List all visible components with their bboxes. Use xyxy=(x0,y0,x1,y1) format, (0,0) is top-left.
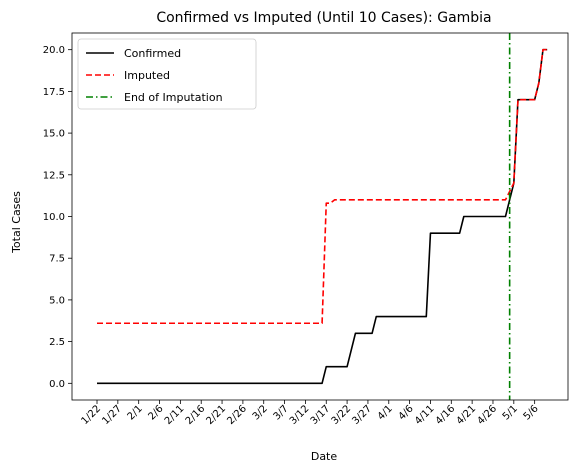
y-tick-label: 20.0 xyxy=(43,45,65,56)
y-tick-label: 15.0 xyxy=(43,129,65,140)
series-line-confirmed xyxy=(97,48,548,385)
y-tick-label: 5.0 xyxy=(49,295,65,306)
y-axis: 0.0 2.5 5.0 7.5 10.0 12.5 15.0 17.5 20.0 xyxy=(43,45,72,390)
legend-box xyxy=(77,38,257,110)
y-axis-title: Total Cases xyxy=(10,191,23,254)
y-tick-label: 0.0 xyxy=(49,379,65,390)
y-tick-label: 10.0 xyxy=(43,212,65,223)
y-tick-label: 2.5 xyxy=(49,337,65,348)
legend-label: Confirmed xyxy=(124,47,181,60)
legend: Confirmed Imputed End of Imputation xyxy=(77,38,257,110)
y-tick-label: 17.5 xyxy=(43,87,65,98)
legend-label: End of Imputation xyxy=(124,91,223,104)
legend-label: Imputed xyxy=(124,69,170,82)
y-tick-label: 7.5 xyxy=(49,254,65,265)
x-axis-title: Date xyxy=(311,450,338,463)
chart-title: Confirmed vs Imputed (Until 10 Cases): G… xyxy=(156,10,491,26)
series-line-imputed xyxy=(97,48,548,325)
y-tick-label: 12.5 xyxy=(43,170,65,181)
plot-area xyxy=(71,32,569,401)
